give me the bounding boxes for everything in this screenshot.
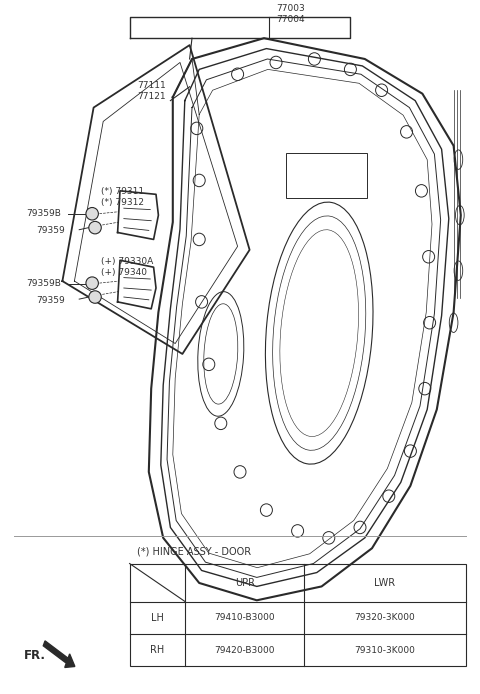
FancyArrow shape bbox=[43, 641, 75, 668]
Ellipse shape bbox=[89, 291, 101, 303]
Text: (*) 79311
(*) 79312: (*) 79311 (*) 79312 bbox=[101, 187, 144, 208]
Text: LWR: LWR bbox=[374, 577, 396, 588]
Text: RH: RH bbox=[150, 645, 165, 655]
Text: 79420-B3000: 79420-B3000 bbox=[215, 646, 275, 655]
Text: (+) 79330A
(+) 79340: (+) 79330A (+) 79340 bbox=[101, 257, 153, 277]
Text: 79359B: 79359B bbox=[26, 279, 61, 287]
Text: 77003
77004: 77003 77004 bbox=[276, 4, 305, 24]
Text: 79359B: 79359B bbox=[26, 210, 61, 218]
Text: 79359: 79359 bbox=[36, 226, 65, 235]
Text: (*) HINGE ASSY - DOOR: (*) HINGE ASSY - DOOR bbox=[137, 547, 251, 557]
Text: FR.: FR. bbox=[24, 650, 46, 662]
Text: 79310-3K000: 79310-3K000 bbox=[355, 646, 415, 655]
Text: 79359: 79359 bbox=[36, 296, 65, 305]
Ellipse shape bbox=[86, 277, 98, 289]
Bar bbox=[130, 564, 466, 666]
Ellipse shape bbox=[89, 221, 101, 234]
Text: UPR: UPR bbox=[235, 577, 255, 588]
Text: 79320-3K000: 79320-3K000 bbox=[355, 613, 415, 623]
Text: LH: LH bbox=[151, 613, 164, 623]
Text: 79410-B3000: 79410-B3000 bbox=[215, 613, 275, 623]
Text: 77111
77121: 77111 77121 bbox=[137, 81, 166, 101]
Ellipse shape bbox=[86, 208, 98, 220]
Bar bbox=[286, 153, 367, 198]
